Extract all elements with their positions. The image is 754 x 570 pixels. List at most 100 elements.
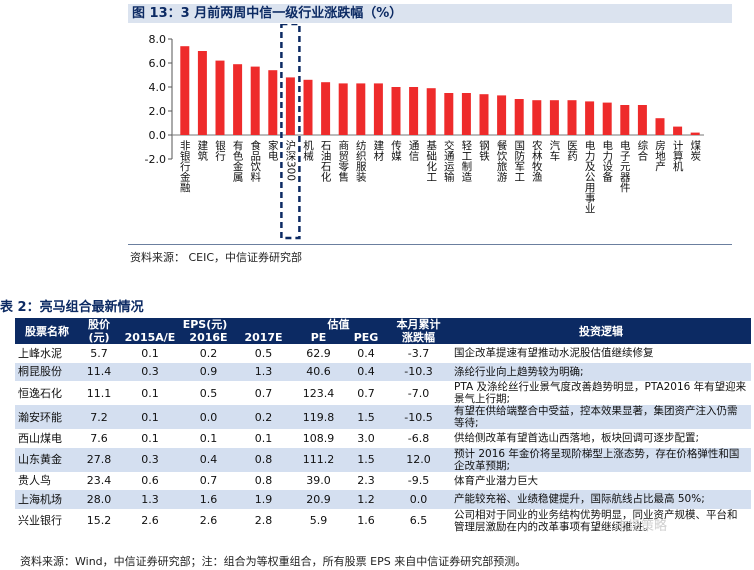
cell-eps2016: 0.1 [199, 431, 218, 445]
cell-eps2016: 2.6 [199, 514, 218, 527]
bar-26 [637, 105, 647, 135]
table-row: 桐昆股份 11.4 0.3 0.9 1.3 40.6 0.4 -10.3 涤纶行业向上趋势较为明… [15, 362, 751, 381]
cell-eps2017: 0.8 [254, 474, 273, 488]
y-tick-label: 8.0 [149, 33, 167, 46]
cell-pe: 20.9 [291, 490, 347, 509]
watermark-text: 市场策略 [615, 519, 668, 534]
bar-8 [321, 82, 331, 135]
x-category-label: 综合 [636, 139, 648, 162]
col-header-valuation: 估值 [291, 318, 387, 331]
cell-name: 上海机场 [15, 490, 79, 509]
cell-eps2017: 0.7 [254, 386, 273, 400]
cell-eps2016: 0.5 [199, 386, 218, 400]
x-category-label: 汽车 [548, 139, 560, 162]
cell-logic: 供给侧改革有望首选山西落地，板块回调可逐步配置; [454, 432, 700, 445]
cell-logic: 产能较充裕、业绩稳健提升，国际航线占比最高 50%; [451, 490, 751, 509]
bar-22 [567, 100, 577, 135]
bar-21 [549, 100, 559, 135]
cell-pe: 123.4 [302, 386, 335, 400]
col-header-eps-2017: 2017E [236, 331, 292, 344]
cell-peg: 0.7 [357, 386, 375, 400]
chart-source-note: 资料来源： CEIC，中信证券研究部 [130, 251, 303, 264]
cell-eps2015: 0.3 [119, 362, 181, 381]
x-category-label: 农林牧渔 [531, 139, 543, 183]
cell-eps2015: 0.3 [119, 447, 181, 472]
cell-eps2016: 0.9 [181, 362, 236, 381]
cell-logic: 公司相对于同业的业务结构优势明显，同业资产规模、平台和管理层激励在内的改革事项有… [454, 508, 738, 533]
x-category-label: 房地产 [654, 139, 666, 172]
bar-3 [233, 64, 243, 135]
bar-25 [620, 105, 630, 135]
cell-name: 山东黄金 [15, 447, 79, 472]
cell-pe: 39.0 [306, 474, 331, 488]
x-category-label: 银行 [214, 139, 226, 162]
x-category-label: 医药 [566, 140, 578, 162]
cell-eps2015: 0.1 [141, 431, 159, 445]
cell-eps2016: 1.6 [181, 490, 236, 509]
col-header-eps-2015: 2015A/E [119, 331, 181, 344]
table-title: 表 2：亮马组合最新情况 [0, 300, 144, 315]
x-category-label: 有色金属 [232, 139, 244, 183]
table-row: 山东黄金 27.8 0.3 0.4 0.8 111.2 1.5 12.0 预计 2016 年金价… [15, 447, 751, 472]
cell-pe: 62.9 [306, 346, 331, 360]
cell-price: 7.6 [90, 431, 108, 445]
x-category-label: 非银行金融 [179, 140, 191, 193]
x-category-label: 沪深300 [284, 139, 296, 181]
cell-eps2016: 0.2 [199, 346, 218, 360]
cell-chg: -10.3 [386, 362, 452, 381]
col-header-name: 股票名称 [15, 318, 79, 344]
cell-eps2017: 1.3 [236, 362, 292, 381]
x-category-label: 基础化工 [425, 139, 437, 182]
cell-peg: 0.4 [346, 362, 387, 381]
cell-peg: 3.0 [357, 431, 375, 445]
x-category-label: 家电 [267, 139, 279, 161]
cell-peg: 1.5 [346, 405, 387, 429]
x-category-label: 国防军工 [513, 140, 525, 182]
cell-peg: 1.2 [346, 490, 387, 509]
x-category-label: 钢铁 [478, 139, 490, 162]
y-tick-label: -2.0 [145, 153, 166, 166]
x-category-label: 商贸零售 [337, 139, 349, 183]
col-header-eps: EPS(元) [119, 318, 292, 331]
bar-28 [673, 126, 683, 135]
cell-pe: 111.2 [291, 447, 347, 472]
cell-pe: 5.9 [309, 514, 328, 527]
cell-price: 27.8 [79, 447, 119, 472]
x-category-label: 轻工制造 [460, 139, 472, 182]
cell-chg: 6.5 [409, 514, 428, 527]
cell-eps2017: 2.8 [254, 514, 273, 527]
y-tick-label: 2.0 [149, 105, 167, 118]
bar-1 [197, 51, 207, 135]
x-category-label: 石油石化 [320, 140, 332, 183]
bar-27 [655, 118, 665, 135]
cell-eps2016: 0.4 [181, 447, 236, 472]
cell-chg: -9.5 [407, 474, 430, 488]
cell-eps2017: 1.9 [236, 490, 292, 509]
table-row: 兴业银行 15.2 2.6 2.6 2.8 5.9 1.6 6.5 公司相对于同业的业务结构优势… [15, 509, 751, 533]
cell-name: 兴业银行 [18, 514, 62, 527]
cell-price: 11.4 [79, 362, 119, 381]
cell-peg: 1.5 [346, 447, 387, 472]
x-category-label: 电子元器件 [619, 139, 631, 193]
bar-20 [532, 100, 542, 135]
col-header-price: 股价 (元) [79, 318, 119, 344]
cell-logic: 国企改革提速有望推动水泥股估值继续修复 [454, 347, 654, 360]
cell-pe: 40.6 [291, 362, 347, 381]
bar-16 [461, 93, 471, 135]
bar-2 [215, 60, 225, 135]
cell-price: 28.0 [79, 490, 119, 509]
col-header-month-change: 本月累计 涨跌幅 [386, 318, 452, 344]
table-source-note: 资料来源：Wind，中信证券研究部；注：组合为等权重组合，所有股票 EPS 来自… [20, 555, 527, 568]
cell-price: 11.1 [86, 386, 112, 400]
bar-18 [497, 95, 507, 135]
cell-eps2015: 0.1 [141, 346, 159, 360]
bar-24 [602, 102, 612, 135]
table-row: 西山煤电 7.6 0.1 0.1 0.1 108.9 3.0 -6.8 供给侧改革有望首选山西落… [15, 429, 751, 448]
cell-name: 瀚安环能 [15, 405, 79, 429]
bar-chart: 8.0 6.0 4.0 2.0 0.0 -2.0 非银行金融 建筑 银行 有色金属 食品饮料 家电 沪深… [145, 24, 704, 240]
cell-peg: 2.3 [357, 474, 375, 488]
cell-price: 5.7 [90, 346, 108, 360]
portfolio-table: 股票名称 股价 (元) EPS(元) 估值 本月累计 涨跌幅 投资逻辑 2015… [15, 318, 751, 533]
y-tick-label: 4.0 [149, 81, 167, 94]
x-category-label: 交通运输 [443, 139, 455, 183]
